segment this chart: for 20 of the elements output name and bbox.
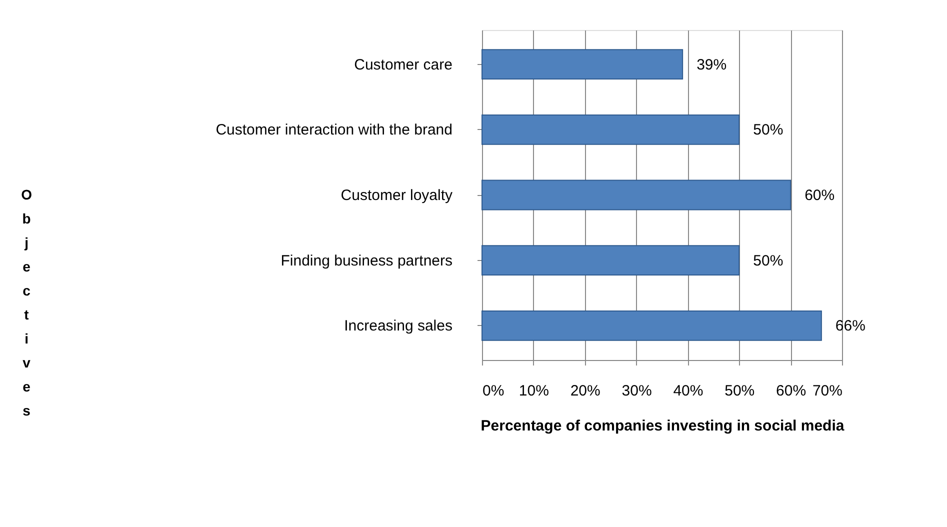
- x-tick-label: 50%: [724, 382, 755, 400]
- text: Objectives: [21, 186, 32, 418]
- y-tick-label: Customer loyalty: [340, 187, 453, 204]
- data-label: 50%: [753, 252, 784, 270]
- y-tick-label: Finding business partners: [280, 252, 452, 270]
- x-axis-title: Percentage of companies investing in social media: [480, 418, 845, 434]
- x-tick-label: 30%: [622, 382, 652, 400]
- data-label: 39%: [696, 56, 727, 74]
- y-tick-label: Increasing sales: [344, 318, 452, 335]
- x-tick-label: 20%: [570, 382, 600, 400]
- data-label: 66%: [835, 318, 866, 335]
- x-tick-label: 10%: [518, 382, 549, 400]
- y-tick-label: Customer interaction with the brand: [216, 122, 452, 139]
- x-tick-label: 0%: [482, 382, 504, 400]
- data-label: 50%: [753, 122, 784, 139]
- x-tick-label: 60%: [776, 382, 806, 400]
- data-label: 60%: [804, 187, 835, 204]
- x-tick-label: 40%: [673, 382, 704, 400]
- x-tick-label: 70%: [812, 382, 842, 400]
- y-tick-label: Customer care: [354, 56, 452, 74]
